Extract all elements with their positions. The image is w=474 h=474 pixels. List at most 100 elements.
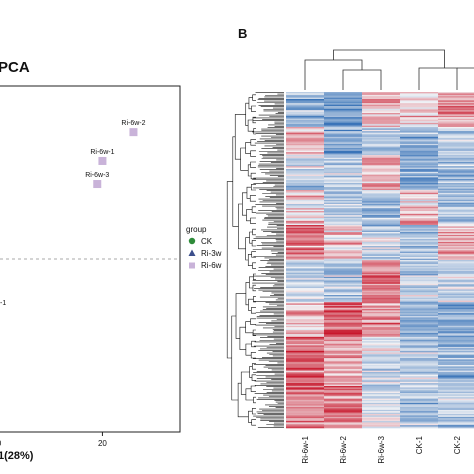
heatmap-cell bbox=[324, 346, 363, 349]
heatmap-cell bbox=[400, 372, 439, 374]
heatmap-cell bbox=[362, 246, 401, 248]
heatmap-cell bbox=[286, 190, 325, 192]
heatmap-cell bbox=[324, 127, 363, 129]
heatmap-cell bbox=[286, 276, 325, 279]
heatmap-cell bbox=[438, 148, 474, 150]
heatmap-cell bbox=[438, 272, 474, 275]
heatmap-cell bbox=[324, 327, 363, 329]
heatmap-cell bbox=[438, 275, 474, 278]
heatmap-cell bbox=[324, 391, 363, 394]
heatmap-cell bbox=[324, 246, 363, 248]
heatmap-cell bbox=[324, 167, 363, 170]
heatmap-cell bbox=[286, 377, 325, 380]
heatmap-cell bbox=[438, 232, 474, 234]
heatmap-cell bbox=[286, 142, 325, 145]
heatmap-cell bbox=[286, 96, 325, 98]
heatmap-cell bbox=[324, 423, 363, 426]
pca-point-label: Ri-6w-1 bbox=[90, 149, 114, 156]
heatmap-cell bbox=[438, 188, 474, 191]
heatmap-cell bbox=[400, 104, 439, 107]
heatmap-cell bbox=[286, 208, 325, 210]
heatmap-cell bbox=[362, 387, 401, 390]
heatmap-cell bbox=[286, 275, 325, 278]
heatmap-cell bbox=[362, 351, 401, 353]
heatmap-cell bbox=[400, 177, 439, 180]
heatmap-cell bbox=[362, 426, 401, 429]
heatmap-cell bbox=[362, 323, 401, 325]
heatmap-cell bbox=[286, 327, 325, 329]
heatmap-cell bbox=[438, 192, 474, 195]
heatmap-cell bbox=[438, 356, 474, 359]
heatmap-cell bbox=[400, 191, 439, 194]
heatmap-cell bbox=[324, 377, 363, 380]
heatmap-cell bbox=[400, 268, 439, 271]
heatmap-cell bbox=[324, 244, 363, 247]
heatmap-cell bbox=[324, 170, 363, 173]
heatmap-cell bbox=[362, 309, 401, 311]
heatmap-cell bbox=[400, 174, 439, 177]
heatmap-cell bbox=[362, 419, 401, 422]
heatmap-column-label: Ri-6w-3 bbox=[377, 435, 386, 463]
heatmap-cell bbox=[324, 129, 363, 132]
heatmap-cell bbox=[324, 100, 363, 103]
heatmap-cell bbox=[324, 367, 363, 370]
heatmap-cell bbox=[438, 99, 474, 101]
heatmap-cell bbox=[400, 176, 439, 178]
heatmap-cell bbox=[438, 398, 474, 401]
heatmap-cell bbox=[400, 302, 439, 304]
heatmap-cell bbox=[400, 153, 439, 156]
heatmap-cell bbox=[400, 118, 439, 121]
heatmap-cell bbox=[362, 163, 401, 166]
heatmap-cell bbox=[438, 141, 474, 143]
heatmap-cell bbox=[362, 118, 401, 121]
heatmap-cell bbox=[400, 159, 439, 161]
heatmap-cell bbox=[400, 160, 439, 163]
heatmap-cell bbox=[286, 302, 325, 304]
heatmap-cell bbox=[438, 355, 474, 357]
heatmap-cell bbox=[324, 282, 363, 285]
heatmap-cell bbox=[400, 261, 439, 264]
heatmap-cell bbox=[324, 359, 363, 362]
heatmap-cell bbox=[362, 122, 401, 125]
heatmap-cell bbox=[362, 120, 401, 122]
heatmap-cell bbox=[362, 423, 401, 426]
heatmap-cell bbox=[400, 391, 439, 394]
heatmap-cell bbox=[438, 180, 474, 182]
heatmap-cell bbox=[324, 240, 363, 243]
heatmap-cell bbox=[400, 257, 439, 259]
heatmap-cell bbox=[324, 163, 363, 166]
heatmap-cell bbox=[324, 155, 363, 157]
legend-ck-label: CK bbox=[201, 237, 213, 246]
heatmap-cell bbox=[362, 395, 401, 398]
heatmap-cell bbox=[400, 208, 439, 210]
heatmap-cell bbox=[362, 374, 401, 377]
heatmap-cell bbox=[362, 363, 401, 366]
heatmap-cell bbox=[362, 393, 401, 395]
heatmap-cell bbox=[400, 380, 439, 383]
heatmap-cell bbox=[438, 402, 474, 405]
heatmap-cell bbox=[438, 373, 474, 376]
heatmap-cell bbox=[400, 237, 439, 240]
heatmap-cell bbox=[362, 412, 401, 415]
heatmap-cell bbox=[286, 185, 325, 188]
heatmap-cell bbox=[438, 227, 474, 230]
heatmap-cell bbox=[362, 258, 401, 261]
heatmap-cell bbox=[362, 216, 401, 219]
heatmap-cell bbox=[438, 330, 474, 332]
heatmap-cell bbox=[400, 288, 439, 290]
heatmap-cell bbox=[400, 103, 439, 105]
heatmap-cell bbox=[400, 351, 439, 353]
heatmap-cell bbox=[400, 209, 439, 212]
heatmap-cell bbox=[286, 234, 325, 237]
heatmap-cell bbox=[324, 302, 363, 304]
heatmap-cell bbox=[324, 159, 363, 161]
heatmap-cell bbox=[286, 93, 325, 96]
heatmap-cell bbox=[362, 261, 401, 264]
heatmap-cell bbox=[324, 390, 363, 392]
heatmap-cell bbox=[286, 229, 325, 231]
heatmap-cell bbox=[286, 187, 325, 189]
heatmap-cell bbox=[400, 363, 439, 366]
heatmap-cell bbox=[438, 412, 474, 415]
heatmap-cell bbox=[286, 366, 325, 369]
heatmap-cell bbox=[438, 236, 474, 238]
